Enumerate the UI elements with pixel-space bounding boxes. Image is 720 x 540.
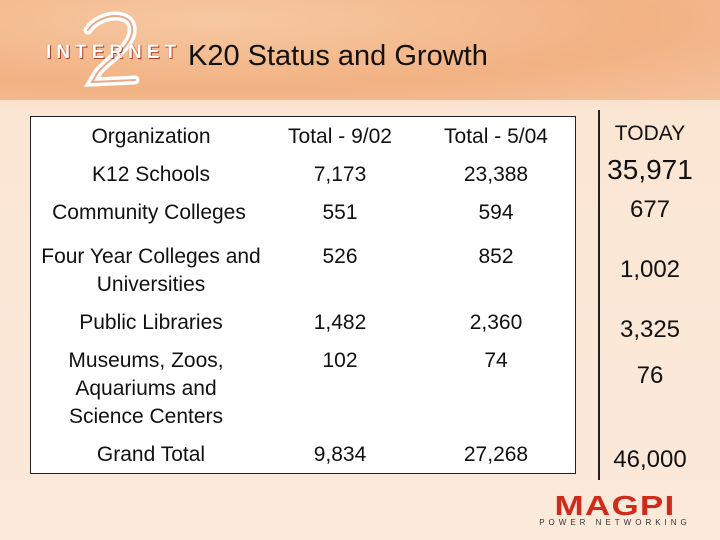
row-total-0504: 23,388 <box>463 163 529 186</box>
row-total-0504: 594 <box>478 201 514 224</box>
internet-wordmark: INTERNET <box>46 42 181 63</box>
page-title: K20 Status and Growth <box>188 40 488 72</box>
row-total-0504: 2,360 <box>469 311 523 334</box>
status-table: Organization Total - 9/02 Total - 5/04 K… <box>30 116 576 474</box>
today-value: 677 <box>629 196 671 223</box>
today-header: TODAY <box>614 122 686 145</box>
row-total-0902: 1,482 <box>313 311 367 334</box>
row-org-label: Public Libraries <box>79 311 223 334</box>
row-total-0504: 852 <box>478 245 514 268</box>
row-total-0902: 526 <box>322 245 358 268</box>
today-value: 3,325 <box>619 316 681 343</box>
row-org-label: Grand Total <box>96 443 206 466</box>
magpi-tagline: POWER NETWORKING <box>539 518 691 527</box>
today-value: 35,971 <box>607 154 693 185</box>
today-value: 46,000 <box>613 446 687 473</box>
today-value: 1,002 <box>619 256 681 283</box>
row-total-0504: 27,268 <box>463 443 529 466</box>
row-total-0902: 102 <box>322 349 358 372</box>
row-total-0902: 9,834 <box>313 443 367 466</box>
row-total-0902: 551 <box>322 201 358 224</box>
internet2-logo: INTERNET <box>40 10 185 100</box>
column-header-total-0902: Total - 9/02 <box>288 125 392 148</box>
row-org-label: Four Year Colleges and Universities <box>41 245 261 296</box>
magpi-brand: MAGPI <box>554 490 676 521</box>
column-header-total-0504: Total - 5/04 <box>444 125 548 148</box>
row-org-label: Community Colleges <box>52 201 246 224</box>
row-org-label: Museums, Zoos, Aquariums and Science Cen… <box>68 349 224 428</box>
magpi-logo: MAGPI POWER NETWORKING <box>530 490 700 534</box>
today-value: 76 <box>636 362 664 389</box>
row-total-0902: 7,173 <box>313 163 367 186</box>
row-total-0504: 74 <box>484 349 508 372</box>
today-column: TODAY 35,971 677 1,002 3,325 76 46,000 <box>598 110 702 480</box>
internet2-mark-icon <box>83 11 140 87</box>
row-org-label: K12 Schools <box>92 163 210 186</box>
column-header-organization: Organization <box>91 125 211 148</box>
